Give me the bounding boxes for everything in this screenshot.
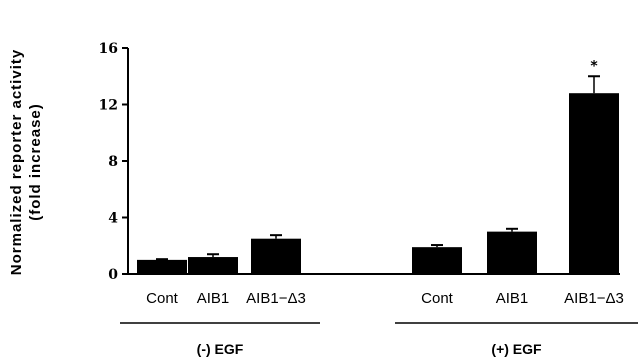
- y-ticks: 0 4 8 12 16: [99, 41, 128, 283]
- x-tick-label: Cont: [146, 290, 179, 307]
- y-tick-label: 8: [108, 154, 118, 170]
- axes: [127, 48, 620, 275]
- y-axis-label-line1: Normalized reporter activity: [8, 49, 25, 275]
- y-tick-label: 16: [99, 41, 118, 57]
- y-tick-label: 12: [99, 98, 118, 114]
- group-label: (+) EGF: [491, 341, 542, 357]
- significance-asterisk: *: [590, 58, 598, 74]
- group-labels: (-) EGF (+) EGF: [120, 322, 638, 357]
- group-label: (-) EGF: [197, 341, 244, 357]
- bar: [188, 257, 238, 274]
- y-axis-title: Normalized reporter activity (fold incre…: [8, 49, 44, 275]
- y-tick-label: 4: [108, 211, 118, 227]
- bar: [412, 247, 462, 274]
- bar: [569, 93, 619, 274]
- x-tick-label: AIB1−Δ3: [246, 290, 306, 307]
- y-axis-label-line2: (fold increase): [27, 103, 44, 221]
- category-labels: Cont AIB1 AIB1−Δ3 Cont AIB1 AIB1−Δ3: [146, 290, 624, 307]
- annotations: *: [590, 58, 598, 74]
- x-tick-label: AIB1: [197, 290, 230, 307]
- x-tick-label: AIB1−Δ3: [564, 290, 624, 307]
- y-tick-label: 0: [108, 267, 118, 283]
- bar: [487, 231, 537, 274]
- bar: [137, 259, 187, 274]
- x-tick-label: Cont: [421, 290, 454, 307]
- bars: [137, 75, 619, 274]
- bar: [251, 238, 301, 274]
- x-tick-label: AIB1: [496, 290, 529, 307]
